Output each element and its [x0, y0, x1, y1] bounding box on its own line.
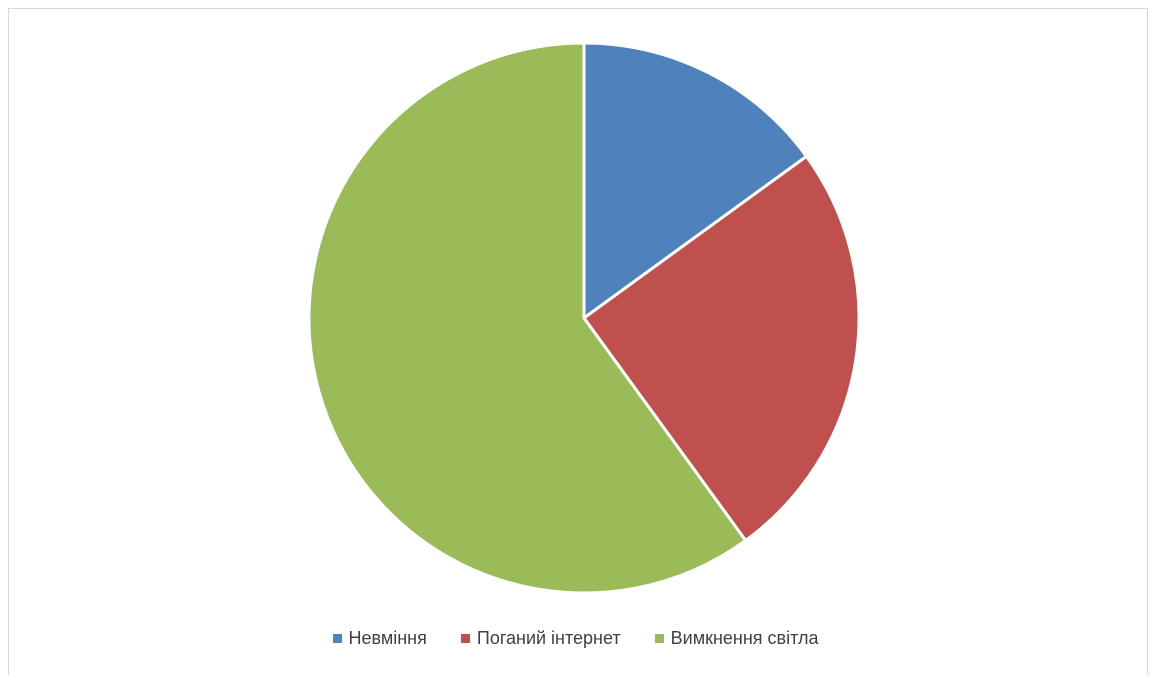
- legend-label-0: Невміння: [348, 627, 427, 648]
- pie-slice-0: [582, 41, 808, 320]
- legend-swatch-1: [460, 633, 470, 643]
- legend-label-2: Вимкнення світла: [670, 627, 819, 648]
- legend-item-0: Невміння: [332, 627, 427, 649]
- legend-swatch-0: [332, 633, 342, 643]
- legend: Невміння Поганий інтернет Вимкнення світ…: [0, 626, 1151, 650]
- legend-item-1: Поганий інтернет: [460, 627, 621, 649]
- pie-slice-1: [582, 154, 861, 542]
- legend-item-2: Вимкнення світла: [654, 627, 819, 649]
- pie-slice-2: [307, 41, 748, 595]
- legend-label-1: Поганий інтернет: [476, 627, 621, 648]
- legend-swatch-2: [654, 633, 664, 643]
